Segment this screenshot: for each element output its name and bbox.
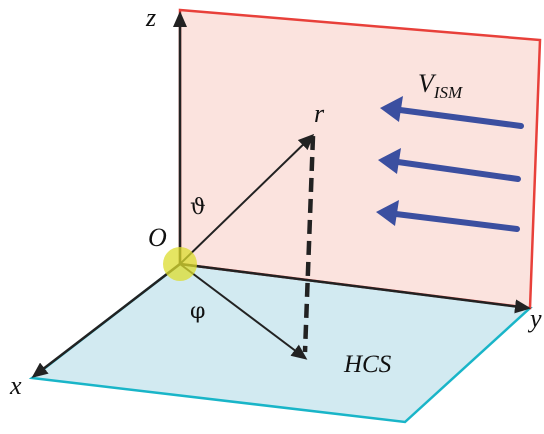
axis-y-label: y bbox=[527, 304, 542, 333]
y-axis bbox=[179, 262, 531, 314]
v-ism-main: V bbox=[418, 69, 437, 98]
vector-projection bbox=[179, 263, 308, 360]
axis-z-label: z bbox=[145, 3, 156, 32]
hcs-label: HCS bbox=[343, 351, 392, 378]
flow-arrow bbox=[376, 200, 520, 232]
vector-r bbox=[179, 133, 315, 265]
flow-arrow bbox=[380, 96, 524, 129]
origin-label: O bbox=[148, 223, 167, 252]
theta-label: ϑ bbox=[190, 195, 206, 220]
flow-arrow bbox=[378, 148, 521, 182]
origin-marker bbox=[163, 247, 197, 281]
projection-dashed-line bbox=[302, 135, 316, 353]
flow-arrows bbox=[376, 96, 524, 232]
v-ism-subscript: ISM bbox=[433, 83, 463, 102]
vector-r-label: r bbox=[314, 99, 325, 128]
x-axis bbox=[31, 263, 181, 378]
phi-label: φ bbox=[190, 299, 205, 324]
axis-x-label: x bbox=[9, 371, 22, 400]
v-ism-label: VISM bbox=[418, 69, 463, 102]
vertical-plane bbox=[178, 8, 542, 310]
